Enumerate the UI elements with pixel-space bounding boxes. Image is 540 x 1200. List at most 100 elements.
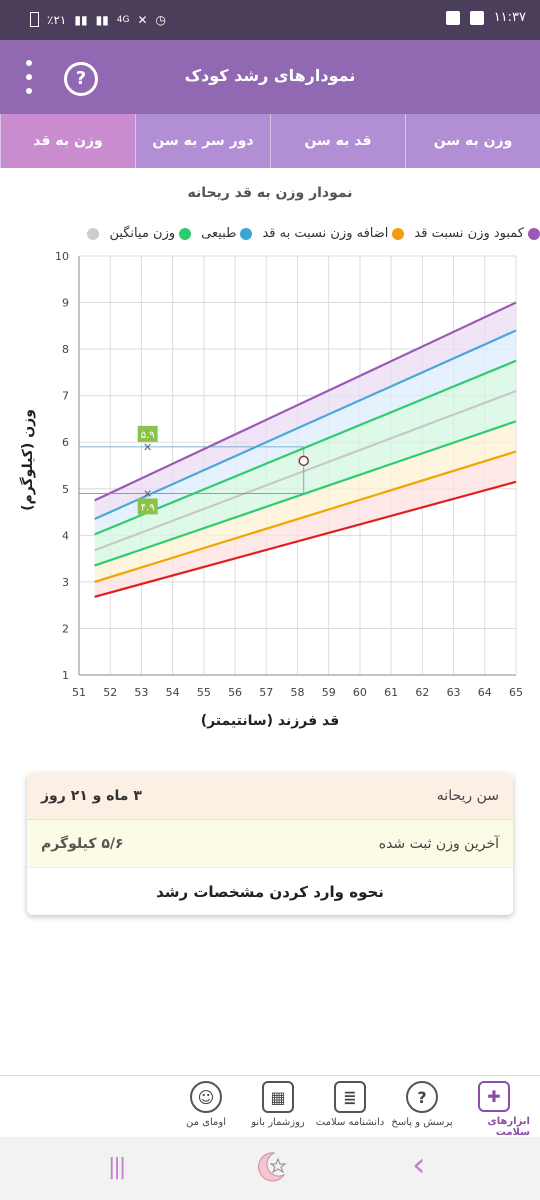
x-tick-label: 58 <box>291 686 305 699</box>
system-navigation-bar: ||| ‹ <box>0 1137 540 1200</box>
x-tick-label: 62 <box>415 686 429 699</box>
nav-qa[interactable]: ? پرسش و پاسخ <box>386 1076 458 1138</box>
calendar-icon: ▦ <box>262 1081 294 1113</box>
question-bubble-icon: ? <box>406 1081 438 1113</box>
reference-x-marker: ✕ <box>143 441 152 454</box>
legend-swatch <box>240 227 253 240</box>
y-axis-label: وزن (کیلوگرم) <box>20 409 36 511</box>
help-icon[interactable]: ? <box>64 62 98 96</box>
mute-icon: ✕ <box>137 12 148 27</box>
chart-tabs: وزن به سن قد به سن دور سر به سن وزن به ق… <box>0 114 540 168</box>
series-line-2 <box>94 359 517 536</box>
legend-item-grey[interactable] <box>87 227 100 240</box>
series-line-6 <box>94 480 517 598</box>
home-button[interactable] <box>254 1149 288 1183</box>
x-tick-label: 55 <box>197 686 211 699</box>
x-tick-label: 59 <box>322 686 336 699</box>
recents-button[interactable]: ||| <box>108 1155 126 1180</box>
age-value: ۳ ماه و ۲۱ روز <box>41 788 142 804</box>
marker-label: ۴.۹ <box>141 502 155 513</box>
y-tick-label: 3 <box>62 576 69 589</box>
tab-weight-for-height[interactable]: وزن به قد <box>0 114 135 168</box>
howto-label: نحوه وارد کردن مشخصات رشد <box>156 882 384 901</box>
chart-band <box>94 451 516 597</box>
clock: ۱۱:۳۷ <box>493 10 526 25</box>
tab-height-for-age[interactable]: قد به سن <box>270 114 405 168</box>
profile-icon: ☺ <box>190 1081 222 1113</box>
y-tick-label: 6 <box>62 436 69 449</box>
marker-label-box <box>137 498 158 515</box>
chart-title: نمودار وزن به قد ریحانه <box>187 185 353 201</box>
y-tick-label: 8 <box>62 343 69 356</box>
x-tick-label: 52 <box>103 686 117 699</box>
y-tick-label: 2 <box>62 622 69 635</box>
status-left: ٪۲۱ ▮▮ ▮▮ 4G ✕ ◷ <box>30 12 166 27</box>
x-tick-label: 61 <box>384 686 398 699</box>
x-tick-label: 63 <box>447 686 461 699</box>
legend-item-normal[interactable]: طبیعی <box>201 226 253 241</box>
x-tick-label: 60 <box>353 686 367 699</box>
alarm-icon: ◷ <box>155 12 167 27</box>
y-tick-label: 4 <box>62 529 69 542</box>
x-tick-label: 65 <box>509 686 523 699</box>
y-tick-label: 7 <box>62 390 69 403</box>
series-line-1 <box>94 329 517 521</box>
series-line-5 <box>94 450 517 583</box>
chart-band <box>94 302 516 520</box>
marker-label: ۵.۹ <box>141 430 155 441</box>
legend-item-overweight[interactable]: اضافه وزن نسبت به قد <box>262 226 405 241</box>
battery-icon <box>30 12 39 27</box>
chart-band <box>94 421 516 582</box>
x-tick-label: 57 <box>259 686 273 699</box>
chart-band <box>94 391 516 566</box>
x-axis-label: قد فرزند (سانتیمتر) <box>200 713 340 729</box>
y-tick-label: 5 <box>62 483 69 496</box>
y-tick-label: 1 <box>62 669 69 682</box>
moon-star-icon <box>258 1152 287 1182</box>
tab-weight-for-age[interactable]: وزن به سن <box>405 114 540 168</box>
page-title: نمودارهای رشد کودک <box>184 66 356 85</box>
nav-encyclopedia[interactable]: ≣ دانشنامه سلامت <box>314 1076 386 1138</box>
medical-kit-icon: ✚ <box>478 1081 510 1112</box>
growth-info-card: سن ریحانه ۳ ماه و ۲۱ روز آخرین وزن ثبت ش… <box>27 773 513 915</box>
y-tick-label: 9 <box>62 297 69 310</box>
chart-legend: کمبود وزن نسبت قد اضافه وزن نسبت به قد ط… <box>8 226 540 241</box>
weight-label: آخرین وزن ثبت شده <box>378 835 499 852</box>
legend-swatch <box>392 227 405 240</box>
x-tick-label: 51 <box>72 686 86 699</box>
nav-profile[interactable]: ☺ اومای من <box>170 1076 242 1138</box>
status-bar: ٪۲۱ ▮▮ ▮▮ 4G ✕ ◷ ۱۱:۳۷ <box>0 0 540 40</box>
current-point-marker <box>298 455 309 467</box>
x-tick-label: 64 <box>478 686 492 699</box>
chart-band <box>94 360 516 551</box>
back-button[interactable]: ‹ <box>412 1145 426 1185</box>
legend-swatch <box>528 227 540 240</box>
signal-icon: ▮▮ <box>74 12 88 27</box>
bottom-nav: ✚ ابزارهای سلامت ? پرسش و پاسخ ≣ دانشنام… <box>0 1075 540 1138</box>
newspaper-icon: ≣ <box>334 1081 366 1113</box>
battery-percent: ٪۲۱ <box>47 12 67 27</box>
series-line-3 <box>94 389 517 552</box>
chart-band <box>94 330 516 535</box>
howto-button[interactable]: نحوه وارد کردن مشخصات رشد <box>27 867 513 915</box>
signal-icon-2: ▮▮ <box>95 12 109 27</box>
legend-item-underweight[interactable]: کمبود وزن نسبت قد <box>414 226 540 241</box>
series-line-0 <box>94 301 517 502</box>
app-header: ? نمودارهای رشد کودک <box>0 40 540 114</box>
x-tick-label: 53 <box>134 686 148 699</box>
overflow-menu-icon[interactable] <box>24 60 34 94</box>
nav-health-tools[interactable]: ✚ ابزارهای سلامت <box>458 1076 530 1138</box>
nav-calendar[interactable]: ▦ روزشمار بانو <box>242 1076 314 1138</box>
network-type: 4G <box>116 14 130 25</box>
x-tick-label: 54 <box>166 686 180 699</box>
checkbox-notification-icon <box>445 10 460 25</box>
weight-value: ۵/۶ کیلوگرم <box>41 835 124 852</box>
legend-swatch <box>87 227 100 240</box>
x-tick-label: 56 <box>228 686 242 699</box>
weight-row: آخرین وزن ثبت شده ۵/۶ کیلوگرم <box>27 819 513 867</box>
age-row: سن ریحانه ۳ ماه و ۲۱ روز <box>27 773 513 819</box>
growth-chart: 51 52 53 54 55 56 57 58 59 60 61 62 63 64 651234567891… <box>55 250 523 699</box>
tab-head-for-age[interactable]: دور سر به سن <box>135 114 270 168</box>
legend-item-average[interactable]: وزن میانگین <box>109 226 192 241</box>
y-tick-label: 10 <box>55 250 69 263</box>
